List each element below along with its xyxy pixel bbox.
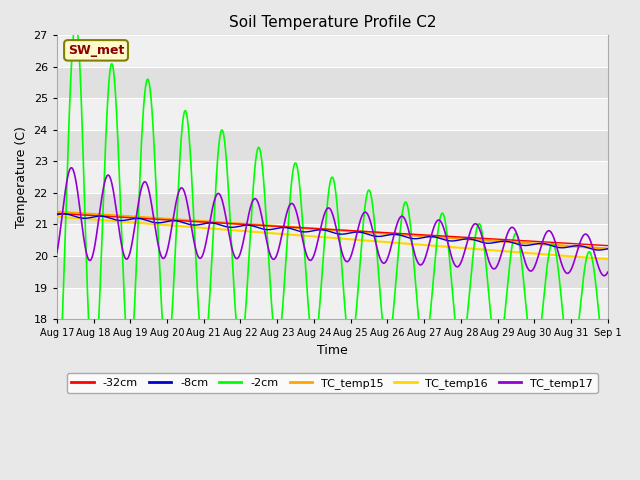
Bar [57, 36, 608, 67]
Bar [57, 130, 608, 161]
X-axis label: Time: Time [317, 344, 348, 357]
Legend: -32cm, -8cm, -2cm, TC_temp15, TC_temp16, TC_temp17: -32cm, -8cm, -2cm, TC_temp15, TC_temp16,… [67, 373, 598, 393]
Title: Soil Temperature Profile C2: Soil Temperature Profile C2 [228, 15, 436, 30]
Bar [57, 256, 608, 288]
Bar [57, 288, 608, 319]
Bar [57, 67, 608, 98]
Text: SW_met: SW_met [68, 44, 124, 57]
Bar [57, 225, 608, 256]
Bar [57, 98, 608, 130]
Bar [57, 161, 608, 193]
Y-axis label: Temperature (C): Temperature (C) [15, 126, 28, 228]
Bar [57, 193, 608, 225]
